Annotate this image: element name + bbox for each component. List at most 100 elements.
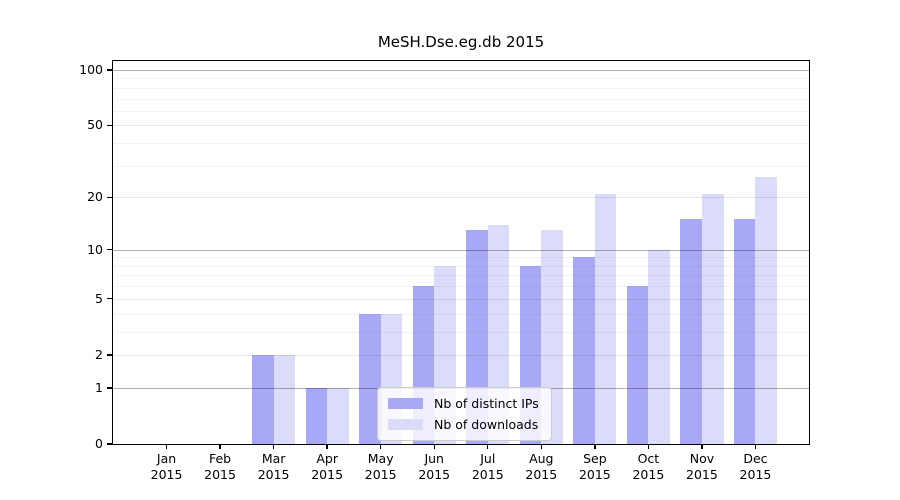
gridline: [113, 354, 809, 356]
x-tick-label: Feb 2015: [188, 451, 252, 482]
y-tick: [107, 354, 112, 356]
y-tick-label: 5: [95, 290, 103, 306]
x-tick: [165, 444, 168, 449]
x-tick: [379, 444, 382, 449]
legend-label-distinct-ips: Nb of distinct IPs: [434, 396, 539, 411]
legend-swatch-distinct-ips: [388, 398, 423, 409]
x-tick-label-month: Apr: [316, 451, 338, 466]
y-tick: [107, 196, 112, 198]
legend-swatch-downloads: [388, 419, 423, 430]
gridline-minor: [113, 265, 809, 267]
x-tick-label-year: 2015: [739, 466, 772, 482]
gridline-minor: [113, 143, 809, 145]
y-tick: [107, 248, 112, 251]
bar-downloads-mar: [273, 354, 296, 444]
bar-distinct-ips-mar: [252, 354, 274, 444]
x-tick-label: Jun 2015: [402, 451, 466, 482]
plot-area: Nb of distinct IPs Nb of downloads 0 1 2 5 1…: [79, 60, 810, 482]
bar-distinct-ips-may: [359, 313, 381, 444]
x-tick-label: Jul 2015: [456, 451, 520, 482]
bar-downloads-dec: [755, 176, 778, 444]
x-tick-label-year: 2015: [418, 466, 451, 482]
gridline-minor: [113, 257, 809, 259]
y-tick: [107, 69, 112, 71]
x-tick-label-year: 2015: [257, 466, 290, 482]
x-tick-label: May 2015: [349, 451, 413, 482]
bar-downloads-oct: [648, 249, 670, 444]
legend-item-downloads: Nb of downloads: [388, 417, 539, 432]
gridline-minor: [113, 165, 809, 167]
gridline-minor: [113, 110, 809, 112]
x-tick-label-month: Feb: [208, 451, 232, 466]
x-tick-label: Nov 2015: [670, 451, 734, 482]
x-tick-label-month: Aug: [529, 451, 554, 466]
y-tick-label: 2: [95, 346, 103, 362]
x-tick-label-year: 2015: [632, 466, 665, 482]
x-tick-label-month: Mar: [261, 451, 286, 466]
x-tick: [594, 444, 596, 449]
y-tick-label: 1: [95, 379, 103, 395]
gridline-minor: [113, 78, 809, 80]
x-tick: [647, 444, 650, 449]
x-tick-label: Mar 2015: [242, 451, 306, 482]
bar-distinct-ips-oct: [626, 286, 649, 444]
bar-downloads-apr: [327, 387, 349, 444]
gridline: [113, 197, 809, 199]
bar-downloads-nov: [701, 193, 724, 444]
x-tick-label-month: Sep: [583, 451, 607, 466]
x-tick-label: Aug 2015: [509, 451, 573, 482]
y-tick-label: 0: [95, 436, 103, 451]
gridline-minor: [113, 331, 809, 333]
bar-distinct-ips-nov: [680, 219, 702, 444]
x-tick-label-month: May: [367, 451, 394, 466]
legend-label-downloads: Nb of downloads: [434, 417, 539, 432]
x-tick: [433, 444, 435, 449]
x-tick: [219, 444, 221, 449]
y-tick-label: 20: [87, 189, 103, 205]
gridline-minor: [113, 87, 809, 89]
x-tick: [701, 444, 703, 449]
x-tick-label-month: Jul: [480, 451, 496, 466]
bar-downloads-sep: [594, 193, 617, 444]
gridline: [113, 125, 809, 127]
gridline-minor: [113, 275, 809, 277]
legend-item-distinct-ips: Nb of distinct IPs: [388, 396, 539, 411]
x-tick-label-year: 2015: [471, 466, 504, 482]
y-tick-label: 100: [79, 61, 103, 77]
x-tick-label: Jan 2015: [135, 451, 199, 482]
x-tick-label-month: Dec: [743, 451, 768, 466]
x-tick-label-month: Jun: [424, 451, 444, 466]
legend: Nb of distinct IPs Nb of downloads: [377, 387, 552, 441]
chart-title: MeSH.Dse.eg.db 2015: [377, 33, 545, 51]
x-tick: [272, 444, 275, 449]
y-tick: [107, 443, 112, 445]
y-tick: [107, 124, 112, 127]
x-tick-label-month: Nov: [689, 451, 715, 466]
x-tick: [487, 444, 489, 449]
x-tick-label-year: 2015: [311, 466, 344, 482]
gridline-minor: [113, 313, 809, 315]
gridline-minor: [113, 286, 809, 288]
x-tick-label-year: 2015: [364, 466, 397, 482]
x-tick-label-month: Jan: [156, 451, 177, 466]
gridline-minor: [113, 98, 809, 100]
x-tick-label-year: 2015: [525, 466, 558, 482]
x-tick-label-year: 2015: [578, 466, 611, 482]
gridline-major: [113, 69, 809, 71]
gridline: [113, 298, 809, 300]
bar-distinct-ips-dec: [733, 219, 756, 444]
x-tick: [754, 444, 757, 449]
y-tick-label: 50: [87, 117, 103, 133]
x-tick: [326, 444, 328, 449]
y-tick-label: 10: [87, 241, 103, 257]
bar-distinct-ips-sep: [573, 257, 595, 444]
x-tick-label-year: 2015: [686, 466, 718, 482]
x-tick-label: Sep 2015: [563, 451, 627, 482]
bar-distinct-ips-apr: [305, 387, 328, 444]
x-tick-label: Oct 2015: [616, 451, 680, 482]
gridline-major: [113, 249, 809, 251]
x-tick-label-month: Oct: [637, 451, 660, 466]
x-tick-label: Apr 2015: [295, 451, 359, 482]
y-tick: [107, 387, 112, 389]
